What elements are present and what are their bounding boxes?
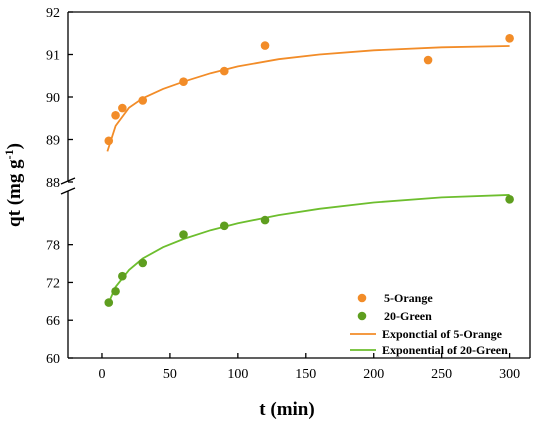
x-tick-label: 250 (431, 367, 452, 382)
legend-marker (358, 312, 367, 321)
y-axis-title-close: ) (4, 143, 25, 149)
data-point (118, 104, 127, 113)
fit-curve (107, 195, 509, 306)
data-point (111, 287, 120, 296)
fit-curve (107, 46, 509, 151)
data-point (505, 34, 514, 43)
x-tick-label: 0 (98, 367, 105, 382)
y-tick-label: 91 (46, 49, 60, 64)
y-tick-label: 60 (46, 352, 60, 367)
data-point (138, 96, 147, 105)
y-axis-title: qt (mg g-1) (2, 143, 25, 227)
data-point (104, 298, 113, 307)
data-point (179, 230, 188, 239)
y-axis-title-main: qt (mg g (4, 159, 25, 227)
data-point (424, 56, 433, 65)
y-tick-label: 89 (46, 134, 60, 149)
data-point (118, 272, 127, 281)
data-point (261, 41, 270, 50)
legend-marker (358, 294, 367, 303)
legend-label: Exponential of 20-Green (382, 343, 508, 357)
data-point (220, 221, 229, 230)
y-tick-label: 66 (46, 314, 60, 329)
data-point (104, 136, 113, 145)
legend-label: Exponctial of 5-Orange (382, 327, 503, 341)
data-point (111, 111, 120, 120)
x-tick-label: 150 (295, 367, 316, 382)
y-tick-label: 90 (46, 91, 60, 106)
legend-label: 20-Green (384, 309, 432, 323)
data-point (179, 77, 188, 86)
data-point (505, 195, 514, 204)
legend-label: 5-Orange (384, 291, 433, 305)
legend: 5-Orange 20-Green Exponctial of 5-Orange Ex… (350, 291, 508, 357)
series-layer (104, 34, 513, 307)
data-point (220, 67, 229, 76)
x-tick-label: 200 (363, 367, 384, 382)
y-axis-title-sup: -1 (2, 149, 16, 159)
y-tick-label: 88 (46, 176, 60, 191)
y-tick-label: 72 (46, 276, 60, 291)
x-tick-label: 300 (499, 367, 520, 382)
x-tick-label: 50 (163, 367, 177, 382)
data-point (261, 216, 270, 225)
x-tick-label: 100 (227, 367, 248, 382)
y-tick-label: 78 (46, 239, 60, 254)
x-axis-title: t (min) (259, 399, 314, 420)
data-point (138, 259, 147, 268)
axes: 0 50 100 150 200 250 300 88 89 90 91 92 60 66 72 78 (46, 6, 530, 382)
y-tick-label: 92 (46, 6, 60, 21)
